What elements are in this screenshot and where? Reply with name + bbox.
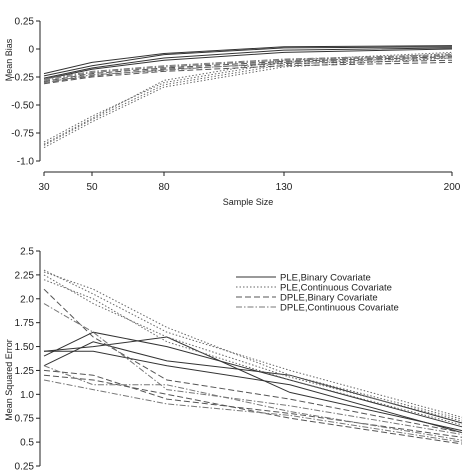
y-axis-title: Mean Bias [4, 38, 14, 81]
series-line-dashed [43, 369, 463, 438]
series-line-dotted [43, 51, 453, 145]
series-line-solid [43, 336, 463, 432]
y-tick-label: 0.5 [20, 438, 34, 449]
y-tick-label: 2.0 [20, 294, 34, 305]
series-line-solid [43, 46, 453, 77]
y-tick-label: -0.50 [11, 101, 34, 112]
series-line-solid [43, 45, 453, 75]
y-tick-label: -0.25 [11, 73, 34, 84]
y-tick-label: 1.75 [15, 318, 35, 329]
series-line-dashdot [43, 55, 453, 81]
series-line-dashed [43, 288, 463, 434]
x-tick-label: 130 [276, 182, 293, 193]
series-line-dashdot [43, 57, 453, 84]
series-line-dotted [43, 274, 463, 422]
x-tick-label: 30 [38, 182, 50, 193]
x-axis-title: Sample Size [223, 197, 274, 207]
series-line-solid [43, 47, 453, 79]
series-line-dashdot [43, 54, 453, 80]
y-tick-label: 1.0 [20, 390, 34, 401]
y-axis-title: Mean Squared Error [4, 339, 14, 421]
series-line-solid [43, 48, 453, 80]
series-line-solid [43, 331, 463, 428]
series-line-dashed [43, 59, 453, 84]
mse-panel: 2.5 2.25 2.0 1.75 1.50 1.25 1.0 0.75 0.5 0.25 Mean… [4, 247, 463, 473]
x-tick-label: 200 [444, 182, 461, 193]
series-line-solid [44, 350, 463, 434]
y-tick-label: 0.75 [15, 414, 35, 425]
series-line-dotted [43, 271, 463, 420]
y-tick-label: 0.25 [15, 17, 35, 28]
y-tick-label: 1.25 [15, 366, 35, 377]
y-tick-label: 0 [28, 45, 34, 56]
legend-label: PLE,Continuous Covariate [280, 283, 392, 294]
series-line-dashdot [43, 365, 463, 441]
series-line-dotted [43, 57, 453, 149]
x-tick-label: 50 [86, 182, 98, 193]
series-line-solid [43, 341, 463, 424]
legend-label: DPLE,Binary Covariate [280, 293, 378, 304]
series-line-dotted [43, 55, 453, 146]
series-line-dashed [43, 56, 453, 82]
y-tick-label: 2.25 [15, 270, 35, 281]
series-line-dotted [43, 269, 463, 418]
mean-bias-panel: 0.25 0 -0.25 -0.50 -0.75 -1.0 Mean Bias 30 50 80 1… [4, 17, 461, 208]
series-line-dotted [43, 279, 463, 426]
y-tick-label: 0.25 [15, 462, 35, 473]
y-tick-label: -1.0 [17, 157, 35, 168]
y-tick-label: 2.5 [20, 247, 34, 258]
series-line-dashed [43, 61, 453, 85]
y-tick-label: -0.75 [11, 129, 34, 140]
legend-label: DPLE,Continuous Covariate [280, 303, 399, 314]
series-line-dashdot [43, 303, 463, 435]
series-line-dotted [43, 53, 453, 143]
legend-label: PLE,Binary Covariate [280, 273, 371, 284]
x-tick-label: 80 [158, 182, 170, 193]
y-tick-label: 1.50 [15, 342, 35, 353]
